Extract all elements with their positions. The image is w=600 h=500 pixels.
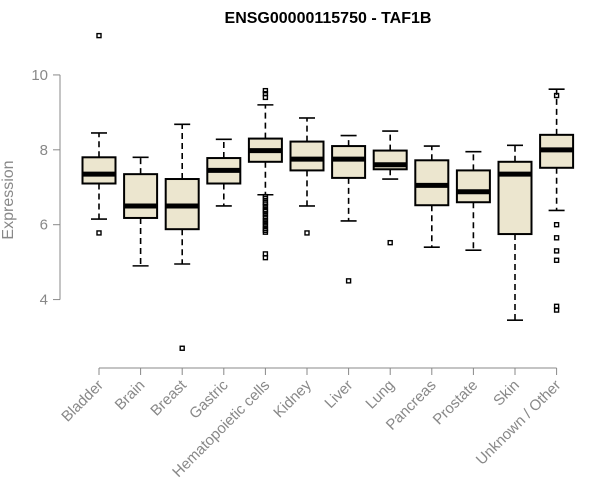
box-group [372, 130, 408, 246]
box-series [81, 32, 575, 351]
x-tick-label: Kidney [270, 376, 315, 421]
y-tick-label: 6 [40, 217, 48, 234]
box-group [164, 123, 200, 351]
x-tick-label: Brain [112, 377, 149, 414]
chart-title: ENSG00000115750 - TAF1B [225, 10, 432, 27]
y-axis-label: Expression [0, 160, 17, 239]
y-tick-label: 4 [40, 292, 48, 309]
outlier-point [262, 211, 269, 217]
outlier-point [553, 235, 560, 241]
outlier-point [553, 248, 560, 254]
outlier-point [553, 257, 560, 263]
outlier-point [179, 345, 185, 351]
box-group [497, 144, 533, 321]
y-tick-label: 10 [31, 67, 48, 84]
outlier-point [262, 204, 269, 210]
outlier-point [345, 278, 352, 284]
box-group [81, 32, 117, 236]
outlier-point [304, 230, 310, 236]
box-iqr [455, 169, 491, 204]
outlier-point [96, 32, 102, 39]
box-group [539, 88, 575, 313]
box-group [455, 150, 491, 251]
x-tick-label: Liver [321, 377, 356, 412]
box-iqr [414, 159, 450, 207]
x-tick-label: Prostate [430, 377, 482, 429]
box-group [289, 117, 325, 236]
outlier-point [553, 221, 560, 228]
box-group [123, 156, 159, 267]
x-tick-label: Bladder [58, 377, 107, 426]
y-tick-label: 8 [40, 142, 48, 159]
box-iqr [123, 173, 159, 219]
outlier-point [96, 230, 102, 236]
box-group [247, 87, 283, 261]
box-group [206, 138, 242, 207]
outlier-point [262, 87, 269, 94]
box-group [331, 134, 367, 284]
box-iqr [289, 140, 325, 172]
outlier-point [262, 90, 269, 97]
box-iqr [81, 156, 117, 185]
box-iqr [331, 145, 367, 179]
outlier-point [553, 92, 560, 99]
outlier-point [387, 239, 393, 246]
outlier-point [262, 229, 269, 235]
y-axis: 4 6 8 10 [31, 67, 61, 309]
box-group [414, 145, 450, 248]
outlier-point [262, 254, 269, 261]
x-tick-label: Breast [147, 376, 190, 419]
x-tick-label: Lung [362, 377, 398, 413]
outlier-point [553, 307, 560, 313]
x-tick-label: Skin [490, 377, 523, 410]
outlier-point [262, 214, 269, 220]
outlier-point [262, 222, 269, 229]
